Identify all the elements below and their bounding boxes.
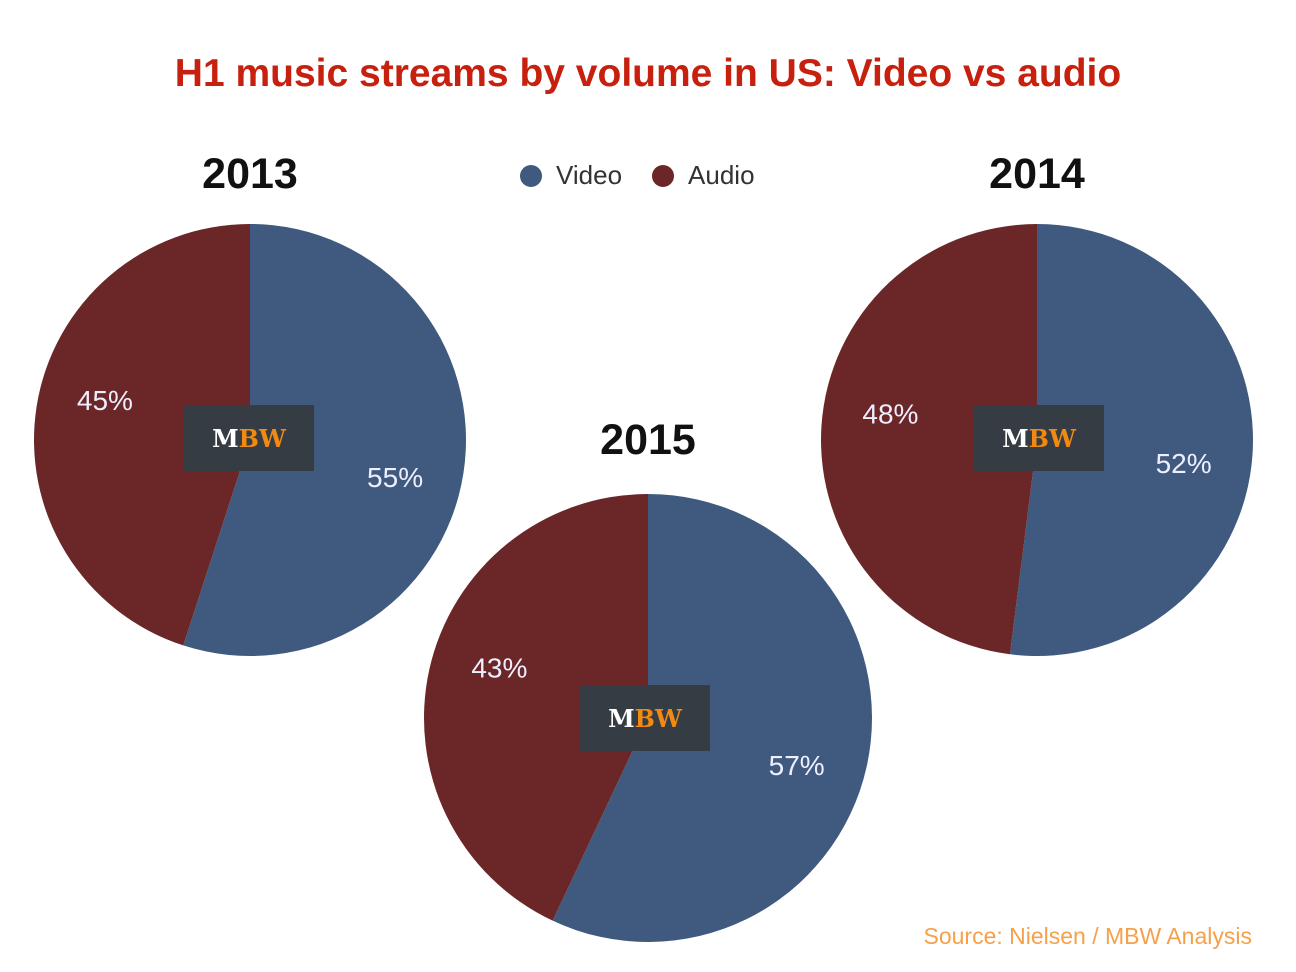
pie-2013-slice-video	[183, 224, 466, 657]
pie-title-2015: 2015	[600, 416, 696, 464]
pie-2013-slice-audio	[33, 224, 250, 646]
pie-2013-label-video: 55%	[367, 462, 423, 493]
pie-2015-label-audio: 43%	[471, 653, 527, 684]
pie-2015-slice-video	[552, 494, 872, 943]
pie-2013-label-audio: 45%	[77, 385, 133, 416]
source-note: Source: Nielsen / MBW Analysis	[923, 923, 1252, 949]
legend-audio-marker	[652, 164, 675, 187]
legend: Video Audio	[520, 160, 755, 191]
legend-video: Video	[520, 160, 622, 191]
pie-2015-slice-audio	[423, 494, 648, 921]
mbw-logo: M BW	[184, 405, 314, 471]
legend-audio-label: Audio	[688, 160, 755, 190]
pie-2014-label-audio: 48%	[862, 399, 918, 430]
pie-2014-label-video: 52%	[1156, 448, 1212, 479]
legend-video-marker	[520, 164, 542, 187]
legend-video-label: Video	[556, 160, 623, 190]
pie-2014-slice-audio	[821, 224, 1037, 655]
chart-title: H1 music streams by volume in US: Video …	[174, 52, 1122, 95]
mbw-logo: M BW	[974, 405, 1104, 471]
pie-title-2014: 2014	[989, 150, 1085, 198]
legend-audio: Audio	[652, 160, 755, 191]
pie-title-2013: 2013	[202, 150, 298, 198]
mbw-logo: M BW	[580, 685, 710, 751]
pie-2015-label-video: 57%	[769, 750, 825, 781]
pie-2014-slice-video	[1009, 224, 1254, 656]
